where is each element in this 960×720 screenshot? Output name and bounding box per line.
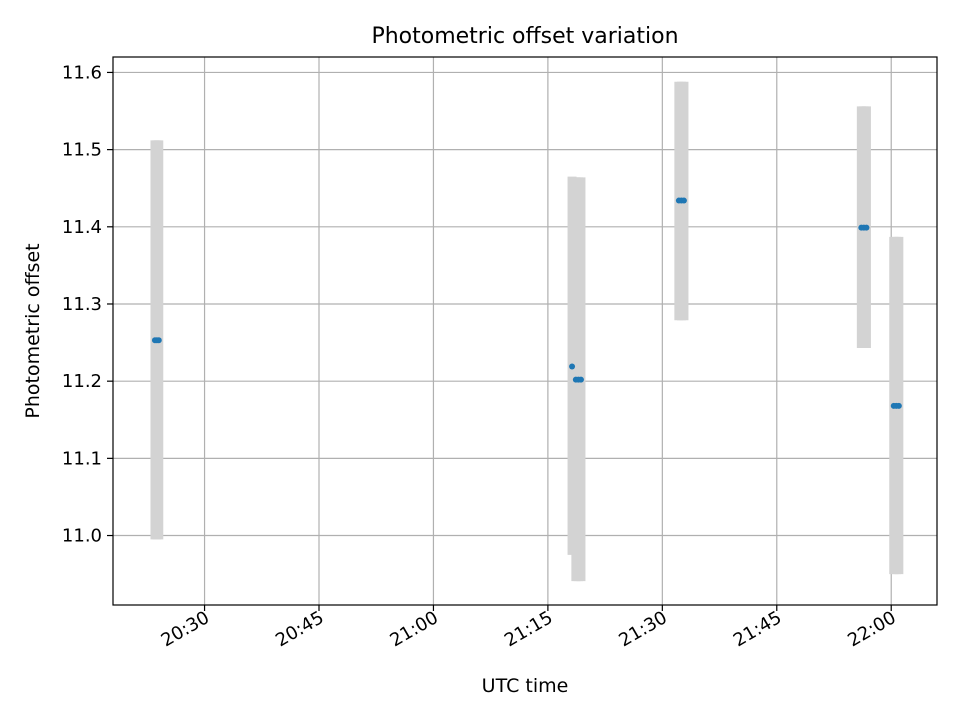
- y-tick-label: 11.2: [62, 371, 102, 392]
- data-point: [569, 363, 576, 370]
- data-point: [680, 197, 687, 204]
- y-tick-label: 11.0: [62, 526, 102, 547]
- y-axis-label: Photometric offset: [22, 243, 44, 418]
- data-point: [155, 337, 162, 344]
- grid-layer: [113, 57, 937, 605]
- y-tick-label: 11.3: [62, 294, 102, 315]
- data-point: [577, 376, 584, 383]
- y-tick-label: 11.1: [62, 448, 102, 469]
- point-layer: [151, 197, 902, 409]
- data-point: [863, 224, 870, 231]
- x-axis-label: UTC time: [482, 675, 569, 697]
- plot-frame: [112, 56, 938, 606]
- y-tick-label: 11.6: [62, 62, 102, 83]
- chart-title: Photometric offset variation: [371, 24, 678, 49]
- data-point: [895, 402, 902, 409]
- y-tick-label: 11.4: [62, 217, 102, 238]
- y-tick-label: 11.5: [62, 140, 102, 161]
